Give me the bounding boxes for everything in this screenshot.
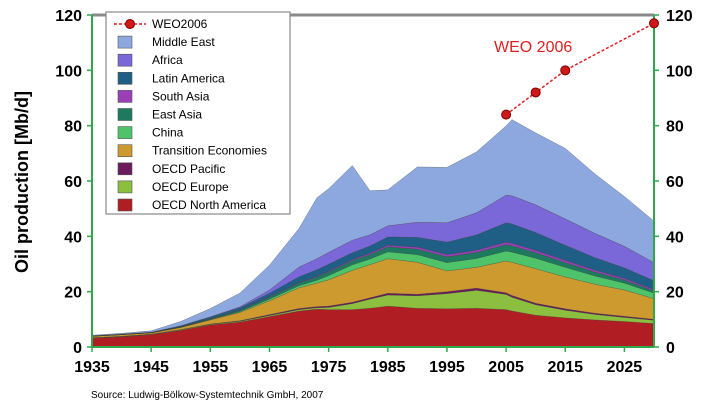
legend-swatch-latin-america xyxy=(117,72,133,85)
y-tick-label-right: 0 xyxy=(666,340,675,357)
x-tick-label: 1995 xyxy=(429,359,465,376)
legend-weo2006-label: WEO2006 xyxy=(152,17,208,31)
legend-swatch-oecd-pacific xyxy=(117,162,133,176)
y-tick-label-right: 120 xyxy=(666,8,693,25)
y-tick-label-right: 40 xyxy=(666,229,684,246)
y-tick-label-left: 60 xyxy=(64,174,82,191)
weo2006-point xyxy=(530,87,541,98)
legend-swatch-china xyxy=(117,126,133,139)
legend-label-oecd-pacific: OECD Pacific xyxy=(152,162,225,176)
source-note: Source: Ludwig-Bölkow-Systemtechnik GmbH… xyxy=(91,390,324,401)
y-tick-label-left: 20 xyxy=(64,285,82,302)
legend-swatch-south-asia xyxy=(117,90,133,103)
weo2006-point xyxy=(501,109,512,120)
legend-swatch-africa xyxy=(117,53,133,67)
x-tick-label: 2005 xyxy=(488,359,524,376)
x-tick-label: 1945 xyxy=(133,359,169,376)
y-axis-label: Oil production [Mb/d] xyxy=(12,91,32,273)
legend-label-oecd-north-america: OECD North America xyxy=(152,198,266,212)
y-tick-label-left: 80 xyxy=(64,119,82,136)
legend-swatch-transition-economies xyxy=(117,144,133,157)
weo2006-line xyxy=(505,22,655,116)
legend-box xyxy=(105,11,291,215)
legend-swatch-middle-east xyxy=(117,35,133,49)
legend-label-east-asia: East Asia xyxy=(152,108,202,122)
x-tick-label: 2015 xyxy=(547,359,583,376)
legend-swatch-east-asia xyxy=(117,108,133,121)
y-tick-label-left: 40 xyxy=(64,229,82,246)
x-tick-label: 1935 xyxy=(74,359,110,376)
weo2006-series xyxy=(501,18,659,120)
x-axis-ticks: 1935 1945 1955 1965 1975 1985 1995 2005 2015 2025 xyxy=(74,347,642,376)
weo2006-point xyxy=(560,65,571,76)
x-tick-label: 1975 xyxy=(311,359,347,376)
y-tick-label-left: 100 xyxy=(55,63,82,80)
x-tick-label: 1965 xyxy=(252,359,288,376)
weo2006-annotation: WEO 2006 xyxy=(494,39,572,56)
x-tick-label: 2025 xyxy=(607,359,643,376)
y-tick-label-right: 100 xyxy=(666,63,693,80)
legend-label-transition-economies: Transition Economies xyxy=(152,144,267,158)
x-tick-label: 1955 xyxy=(193,359,229,376)
y-tick-label-left: 0 xyxy=(73,340,82,357)
x-tick-label: 1985 xyxy=(370,359,406,376)
weo2006-point xyxy=(649,18,659,29)
legend-label-south-asia: South Asia xyxy=(152,89,210,103)
legend-label-china: China xyxy=(152,126,184,140)
legend-swatch-oecd-europe xyxy=(117,180,133,194)
legend-label-middle-east: Middle East xyxy=(152,35,215,49)
y-tick-label-left: 120 xyxy=(55,8,82,25)
y-tick-label-right: 20 xyxy=(666,285,684,302)
y-tick-label-right: 80 xyxy=(666,119,684,136)
legend-label-africa: Africa xyxy=(152,53,183,67)
y-tick-label-right: 60 xyxy=(666,174,684,191)
legend: WEO2006 Middle East Africa Latin America Sou… xyxy=(105,11,291,215)
legend-weo2006-marker xyxy=(125,19,135,29)
legend-swatch-oecd-north-america xyxy=(117,198,133,212)
y-axis-ticks: 0 0 20 20 40 40 60 60 80 80 100 100 120 120 xyxy=(55,8,693,357)
legend-label-latin-america: Latin America xyxy=(152,71,225,85)
legend-label-oecd-europe: OECD Europe xyxy=(152,180,229,194)
